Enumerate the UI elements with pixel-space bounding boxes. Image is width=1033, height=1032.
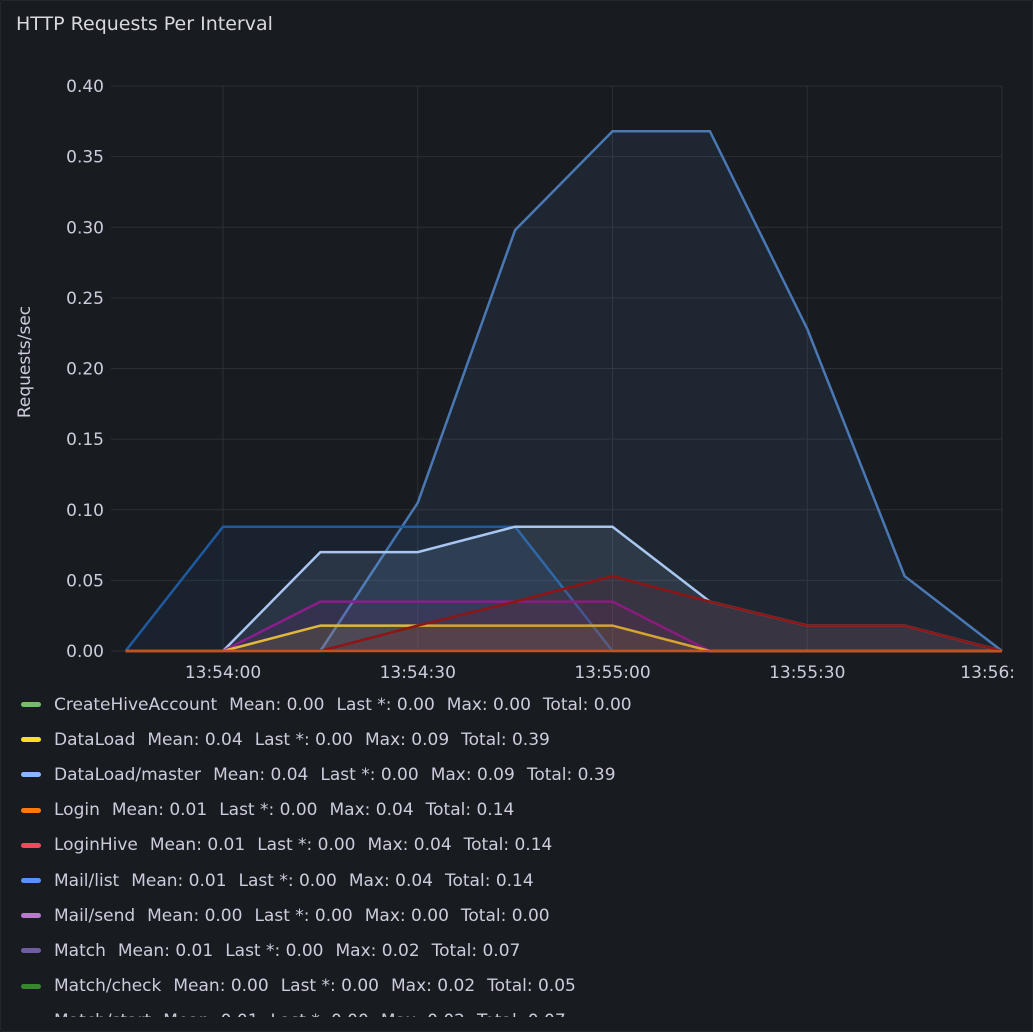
legend-stat-max: Max: 0.02 xyxy=(381,1011,465,1017)
legend-stat-mean: Mean: 0.00 xyxy=(173,976,269,997)
legend-item[interactable]: Login Mean: 0.01 Last *: 0.00 Max: 0.04 Tota… xyxy=(21,793,1021,828)
legend-stat-last: Last *: 0.00 xyxy=(238,870,337,891)
series-area-5 xyxy=(125,576,1003,651)
panel-title: HTTP Requests Per Interval xyxy=(16,13,273,35)
legend: CreateHiveAccount Mean: 0.00 Last *: 0.00 M… xyxy=(21,687,1021,1017)
legend-swatch xyxy=(21,772,41,778)
legend-item[interactable]: LoginHive Mean: 0.01 Last *: 0.00 Max: 0.04… xyxy=(21,828,1021,863)
legend-stat-max: Max: 0.09 xyxy=(365,729,450,750)
legend-stat-max: Max: 0.04 xyxy=(329,800,414,821)
legend-stat-last: Last *: 0.00 xyxy=(271,1011,369,1017)
legend-stat-total: Total: 0.14 xyxy=(445,870,534,891)
legend-stat-total: Total: 0.05 xyxy=(487,976,576,997)
legend-item[interactable]: Mail/list Mean: 0.01 Last *: 0.00 Max: 0.04… xyxy=(21,863,1021,898)
legend-stat-total: Total: 0.39 xyxy=(526,764,616,785)
x-tick-label: 13:54:30 xyxy=(380,663,456,681)
legend-stat-total: Total: 0.00 xyxy=(460,905,550,926)
y-tick-label: 0.35 xyxy=(66,148,104,168)
legend-series-name: Login xyxy=(54,800,100,821)
legend-stat-total: Total: 0.00 xyxy=(542,694,632,715)
legend-item[interactable]: DataLoad/master Mean: 0.04 Last *: 0.00 Max… xyxy=(21,757,1021,792)
legend-item[interactable]: DataLoad Mean: 0.04 Last *: 0.00 Max: 0.09 T… xyxy=(21,722,1021,757)
x-tick-label: 13:54:00 xyxy=(185,663,261,681)
legend-series-name: DataLoad/master xyxy=(54,764,202,785)
legend-swatch xyxy=(21,807,41,813)
legend-series-name: LoginHive xyxy=(54,835,138,856)
legend-swatch xyxy=(21,878,41,884)
legend-stat-mean: Mean: 0.01 xyxy=(163,1011,258,1017)
legend-stat-max: Max: 0.00 xyxy=(364,905,449,926)
legend-stat-max: Max: 0.00 xyxy=(446,694,531,715)
y-tick-label: 0.25 xyxy=(66,289,104,309)
legend-swatch xyxy=(21,948,41,954)
legend-item[interactable]: Match/start Mean: 0.01 Last *: 0.00 Max: 0.… xyxy=(21,1004,1021,1017)
legend-swatch xyxy=(21,737,41,743)
legend-series-name: CreateHiveAccount xyxy=(54,694,218,715)
grid xyxy=(111,85,1003,652)
legend-stat-last: Last *: 0.00 xyxy=(280,976,379,997)
y-axis-label: Requests/sec xyxy=(15,306,35,418)
legend-stat-last: Last *: 0.00 xyxy=(254,905,353,926)
legend-stat-total: Total: 0.14 xyxy=(463,835,553,856)
legend-stat-mean: Mean: 0.01 xyxy=(111,800,208,821)
legend-stat-max: Max: 0.04 xyxy=(348,870,433,891)
legend-series-name: Mail/list xyxy=(54,870,120,891)
legend-stat-last: Last *: 0.00 xyxy=(336,694,435,715)
legend-stat-mean: Mean: 0.01 xyxy=(117,940,214,961)
x-tick-label: 13:55:00 xyxy=(574,663,650,681)
legend-item[interactable]: CreateHiveAccount Mean: 0.00 Last *: 0.00 M… xyxy=(21,687,1021,722)
legend-stat-last: Last *: 0.00 xyxy=(257,835,356,856)
legend-stat-mean: Mean: 0.01 xyxy=(131,870,227,891)
legend-swatch xyxy=(21,842,41,848)
legend-stat-mean: Mean: 0.04 xyxy=(213,764,309,785)
legend-stat-mean: Mean: 0.00 xyxy=(229,694,325,715)
y-tick-label: 0.20 xyxy=(66,360,104,380)
legend-stat-mean: Mean: 0.01 xyxy=(149,835,246,856)
legend-stat-last: Last *: 0.00 xyxy=(320,764,419,785)
y-tick-label: 0.15 xyxy=(66,430,104,450)
legend-stat-last: Last *: 0.00 xyxy=(219,800,318,821)
legend-series-name: Mail/send xyxy=(54,905,136,926)
legend-stat-total: Total: 0.14 xyxy=(425,800,515,821)
series-area-1 xyxy=(125,526,1003,651)
legend-stat-total: Total: 0.39 xyxy=(461,729,550,750)
legend-swatch xyxy=(21,913,41,919)
legend-stat-last: Last *: 0.00 xyxy=(254,729,353,750)
chart-area: 0.00 0.05 0.10 0.15 0.20 0.25 0.30 0.35 0.40 13:… xyxy=(15,77,1015,681)
legend-stat-max: Max: 0.04 xyxy=(367,835,452,856)
y-tick-label: 0.30 xyxy=(66,218,104,238)
y-tick-label: 0.10 xyxy=(66,501,104,521)
legend-series-name: Match/start xyxy=(54,1011,151,1017)
y-tick-label: 0.05 xyxy=(66,571,104,591)
x-tick-label: 13:56: xyxy=(960,663,1015,681)
x-tick-label: 13:55:30 xyxy=(769,663,845,681)
legend-item[interactable]: Match Mean: 0.01 Last *: 0.00 Max: 0.02 Tota… xyxy=(21,933,1021,968)
y-tick-label: 0.00 xyxy=(66,642,104,662)
series-line-5 xyxy=(125,574,1003,653)
legend-stat-mean: Mean: 0.04 xyxy=(147,729,243,750)
legend-swatch xyxy=(21,983,41,989)
y-axis: 0.00 0.05 0.10 0.15 0.20 0.25 0.30 0.35 0.40 xyxy=(66,77,104,662)
legend-item[interactable]: Match/check Mean: 0.00 Last *: 0.00 Max: 0.… xyxy=(21,969,1021,1004)
x-axis: 13:54:00 13:54:30 13:55:00 13:55:30 13:56: xyxy=(185,663,1015,681)
legend-stat-last: Last *: 0.00 xyxy=(225,940,324,961)
legend-series-name: DataLoad xyxy=(54,729,136,750)
legend-swatch xyxy=(21,702,41,708)
legend-stat-max: Max: 0.02 xyxy=(335,940,420,961)
y-tick-label: 0.40 xyxy=(66,77,104,97)
legend-series-name: Match/check xyxy=(54,976,162,997)
series-group xyxy=(124,129,1003,653)
series-area-0 xyxy=(125,131,1003,651)
legend-stat-total: Total: 0.07 xyxy=(431,940,521,961)
legend-series-name: Match xyxy=(54,940,106,961)
legend-item[interactable]: Mail/send Mean: 0.00 Last *: 0.00 Max: 0.00… xyxy=(21,898,1021,933)
legend-stat-mean: Mean: 0.00 xyxy=(147,905,243,926)
legend-stat-max: Max: 0.09 xyxy=(430,764,515,785)
legend-stat-total: Total: 0.07 xyxy=(477,1011,566,1017)
legend-stat-max: Max: 0.02 xyxy=(391,976,476,997)
